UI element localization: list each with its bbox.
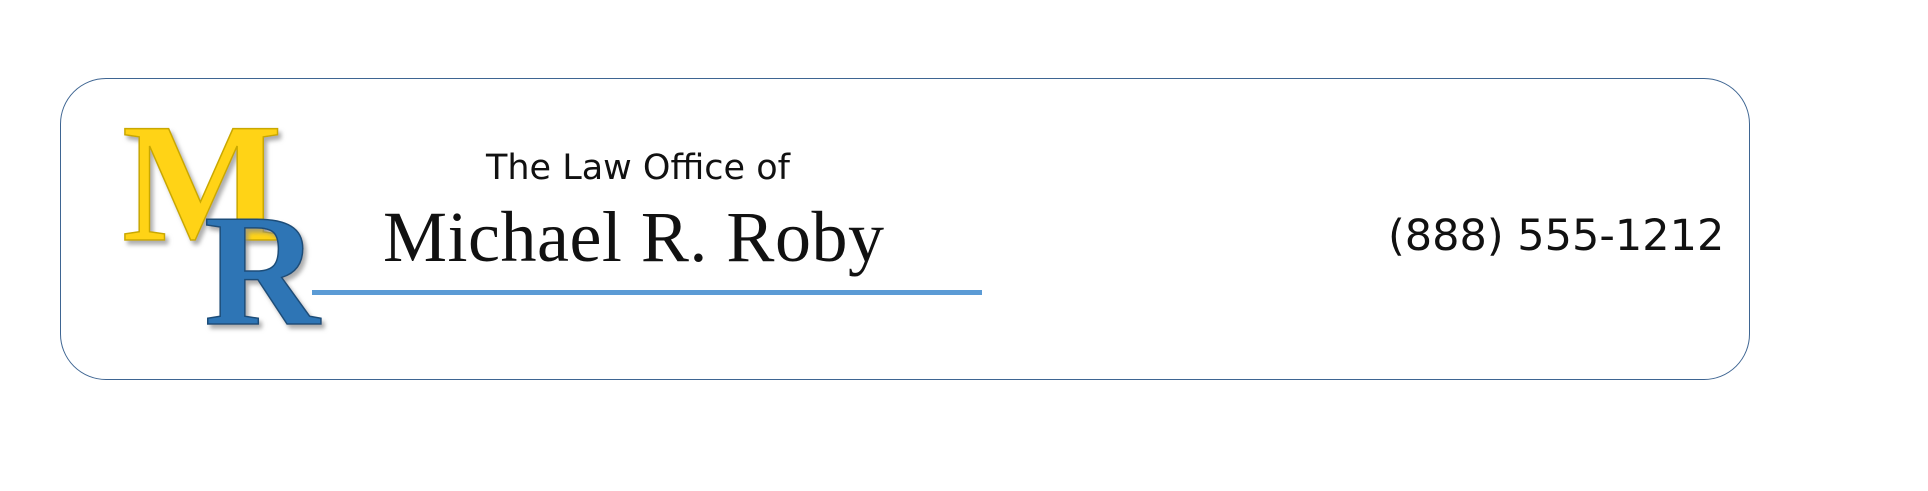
name-underline bbox=[312, 290, 982, 295]
logo-letter-r: R bbox=[204, 181, 321, 359]
office-prefix: The Law Office of bbox=[486, 148, 790, 188]
monogram-svg: M R bbox=[121, 88, 322, 360]
attorney-name: Michael R. Roby bbox=[383, 197, 885, 277]
banner-card bbox=[60, 78, 1750, 380]
mr-monogram-logo: M R bbox=[118, 88, 358, 360]
phone-number: (888) 555-1212 bbox=[1388, 211, 1725, 261]
logo-letter-m: M bbox=[122, 89, 282, 277]
